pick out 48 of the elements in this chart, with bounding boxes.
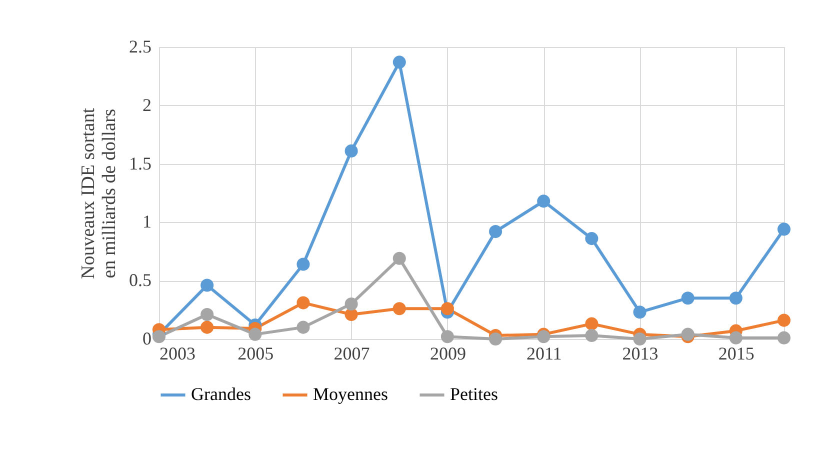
point [729,292,742,305]
point [681,328,694,341]
y-tick-label: 1.5 [129,153,152,174]
x-tick-label: 2009 [430,344,466,364]
y-tick-label: 0.5 [129,270,152,290]
point [344,297,358,310]
x-tick-label: 2013 [622,344,658,364]
x-tick-label: 2011 [526,344,562,364]
legend-label: Grandes [191,384,251,404]
x-tick-label: 2015 [718,344,754,364]
point [585,317,598,330]
y-tick-label: 2.5 [129,36,152,56]
point [777,331,791,344]
point [489,225,502,238]
point [537,330,550,344]
point [777,314,791,327]
point [392,302,406,316]
point [585,328,598,342]
point [440,330,454,344]
point [296,320,310,334]
legend-label: Moyennes [313,384,388,404]
point [489,332,502,346]
point [200,278,214,292]
point [152,330,166,344]
point [440,302,454,316]
y-tick-label: 2 [142,94,152,115]
point [633,332,646,346]
x-tick-label: 2005 [238,344,274,364]
y-tick-label: 1 [142,212,152,232]
point [200,320,214,334]
point [392,56,406,69]
point [681,292,694,305]
point [537,194,550,208]
point [296,296,310,310]
point [585,232,598,246]
point [248,328,262,341]
x-tick-label: 2003 [160,344,196,364]
point [296,258,310,271]
y-tick-label: 0 [142,328,152,348]
point [344,144,358,158]
point [392,252,406,265]
point [200,308,214,321]
point [777,222,791,236]
legend-label: Petites [450,384,498,404]
y-axis-title: Nouveaux IDE sortant en milliards de dollars [78,107,120,279]
point [633,306,646,319]
point [729,331,742,344]
x-tick-label: 2007 [334,344,370,364]
